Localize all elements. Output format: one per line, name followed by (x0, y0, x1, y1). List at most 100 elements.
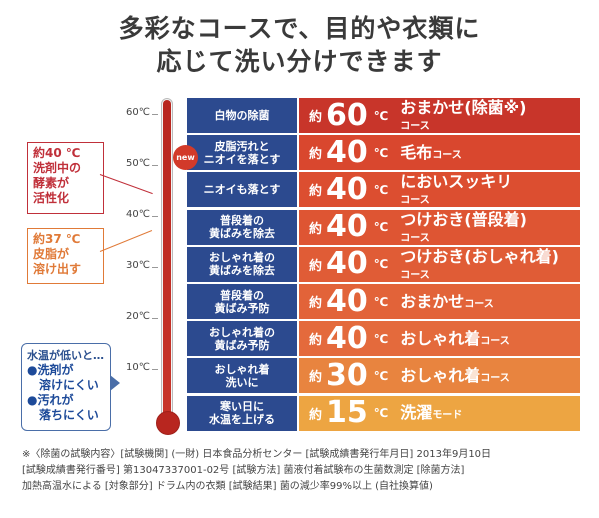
new-badge: new (173, 145, 198, 170)
course-name: 洗濯 (400, 403, 433, 423)
course-purpose: 寒い日に 水温を上げる (187, 395, 297, 432)
pointer-arrow-icon (110, 375, 120, 391)
temperature-value: 60 (326, 97, 368, 133)
course-purpose: 普段着の 黄ばみ予防 (187, 284, 297, 320)
course-name: おしゃれ着 (400, 365, 481, 385)
degree-unit: ℃ (373, 182, 389, 197)
course-row: おしゃれ着の 黄ばみを除去約 40 ℃ つけおき(おしゃれ着) コース (187, 246, 580, 284)
temperature-value: 30 (326, 357, 368, 393)
course-row: 普段着の 黄ばみ予防約 40 ℃ おまかせ コース (187, 284, 580, 321)
course-detail: 約 40 ℃ おしゃれ着 コース (299, 320, 580, 358)
tick-mark (152, 369, 158, 370)
note-enzyme-activation: 約40 ℃ 洗剤中の 酵素が 活性化 (27, 142, 104, 214)
course-suffix: コース (480, 335, 510, 347)
course-detail: 約 40 ℃ 毛布 コース (299, 134, 580, 172)
degree-unit: ℃ (373, 108, 389, 123)
course-name: 毛布 (400, 142, 433, 162)
tick-mark (152, 114, 158, 115)
note-line: 約37 ℃ (33, 232, 81, 246)
connector-line (99, 230, 153, 252)
course-name: おまかせ(除菌※) (400, 98, 527, 117)
course-label: おまかせ コース (400, 291, 494, 311)
course-purpose: 皮脂汚れと ニオイを落とす (187, 135, 297, 172)
temperature-value: 40 (326, 246, 368, 282)
course-suffix: モード (432, 410, 463, 422)
tick-mark (152, 216, 158, 217)
footnote-line: ※〈除菌の試験内容〉[試験機関] (一財) 日本食品分析センター [試験成績書発… (22, 449, 492, 460)
degree-unit: ℃ (373, 294, 389, 309)
thermometer-bulb (156, 411, 180, 435)
course-label: つけおき(普段着) コース (400, 209, 527, 244)
course-label: おまかせ(除菌※) コース (400, 98, 527, 133)
note-bullet: 溶けにくい (39, 378, 99, 392)
note-sebum-melting: 約37 ℃ 皮脂が 溶け出す (27, 228, 104, 284)
tick-label: 30℃ (126, 260, 150, 271)
approx-label: 約 (309, 370, 323, 386)
course-suffix: コース (400, 269, 430, 281)
approx-label: 約 (309, 110, 323, 125)
course-row: 皮脂汚れと ニオイを落とす約 40 ℃ 毛布 コース (187, 135, 580, 172)
course-detail: 約 60 ℃ おまかせ(除菌※) コース (299, 98, 580, 134)
approx-label: 約 (309, 407, 323, 423)
note-line: 活性化 (33, 191, 70, 205)
degree-unit: ℃ (373, 406, 389, 421)
footnote-line: 加熱高温水による [対象部分] ドラム内の衣類 [試験結果] 菌の減少率99%以… (22, 481, 433, 492)
note-line: 溶け出す (33, 262, 82, 276)
course-label: つけおき(おしゃれ着) コース (400, 246, 559, 281)
course-name: おしゃれ着 (400, 328, 481, 348)
course-suffix: コース (400, 121, 430, 132)
tick-label: 10℃ (126, 362, 150, 373)
course-name: つけおき(おしゃれ着) (400, 246, 559, 266)
course-name: おまかせ (400, 291, 465, 311)
degree-unit: ℃ (373, 145, 389, 160)
course-detail: 約 40 ℃ つけおき(普段着) コース (299, 209, 580, 246)
course-detail: 約 40 ℃ においスッキリコース (299, 171, 580, 209)
tick-label: 20℃ (126, 311, 150, 322)
approx-label: 約 (309, 258, 323, 274)
course-label: 毛布 コース (400, 142, 462, 162)
approx-label: 約 (309, 184, 323, 200)
temperature-value: 40 (326, 171, 368, 207)
tick-label: 40℃ (126, 209, 150, 220)
temperature-value: 40 (326, 320, 368, 356)
temperature-value: 15 (326, 395, 368, 431)
degree-unit: ℃ (373, 257, 389, 272)
note-bullet: 落ちにくい (39, 408, 99, 422)
degree-unit: ℃ (373, 331, 389, 346)
course-purpose: おしゃれ着の 黄ばみ予防 (187, 321, 297, 358)
course-detail: 約 15 ℃ 洗濯 モード (299, 395, 580, 432)
course-suffix: コース (464, 298, 494, 310)
course-name: においスッキリ (400, 172, 513, 192)
course-purpose: 普段着の 黄ばみを除去 (187, 209, 297, 246)
note-line: 酵素が (33, 176, 70, 190)
note-heading: 水温が低いと… (27, 349, 104, 362)
degree-unit: ℃ (373, 368, 389, 383)
connector-line (99, 174, 153, 195)
course-label: おしゃれ着 コース (400, 365, 510, 385)
course-detail: 約 30 ℃ おしゃれ着 コース (299, 357, 580, 395)
course-purpose: おしゃれ着の 黄ばみを除去 (187, 246, 297, 283)
tick-mark (152, 318, 158, 319)
note-bullet: ●洗剤が (27, 363, 74, 377)
course-name: つけおき(普段着) (400, 209, 527, 229)
temperature-value: 40 (326, 134, 368, 170)
thermometer-fill (163, 100, 171, 420)
footnote-line: [試験成績書発行番号] 第13047337001-02号 [試験方法] 菌液付着… (22, 465, 465, 476)
note-line: 洗剤中の (33, 161, 82, 175)
tick-label: 60℃ (126, 107, 150, 118)
course-row: 白物の除菌約 60 ℃ おまかせ(除菌※) コース (187, 98, 580, 135)
course-label: 洗濯 モード (400, 404, 462, 422)
course-row: 普段着の 黄ばみを除去約 40 ℃ つけおき(普段着) コース (187, 209, 580, 247)
course-suffix: コース (400, 195, 430, 207)
course-suffix: コース (432, 149, 462, 161)
tick-mark (152, 267, 158, 268)
degree-unit: ℃ (373, 220, 389, 235)
course-detail: 約 40 ℃ つけおき(おしゃれ着) コース (299, 246, 580, 283)
approx-label: 約 (309, 221, 323, 237)
course-suffix: コース (400, 232, 430, 244)
note-line: 皮脂が (33, 247, 70, 261)
tick-mark (152, 165, 158, 166)
course-row: おしゃれ着の 黄ばみ予防約 40 ℃ おしゃれ着 コース (187, 321, 580, 358)
page-title-line2: 応じて洗い分けできます (156, 47, 443, 76)
course-purpose: ニオイも落とす (187, 172, 297, 209)
